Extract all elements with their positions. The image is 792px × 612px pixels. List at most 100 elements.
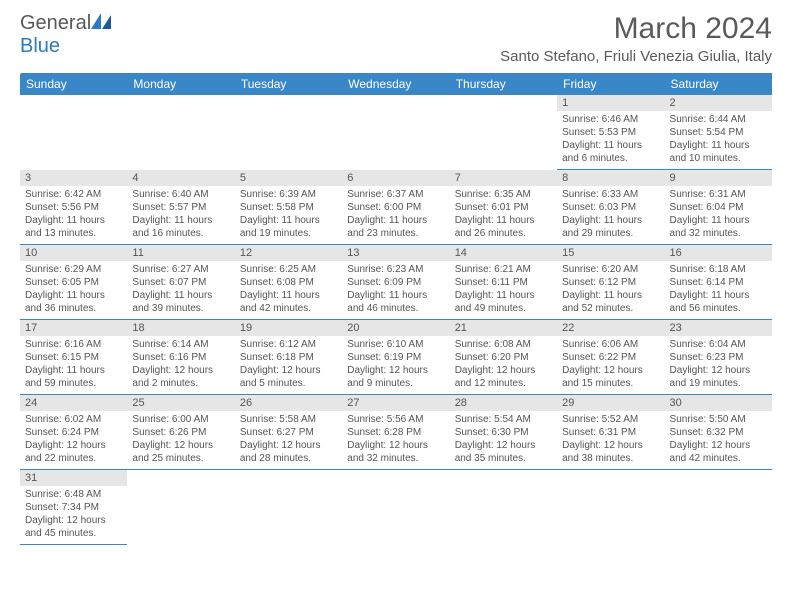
calendar-day-cell: 8Sunrise: 6:33 AMSunset: 6:03 PMDaylight… bbox=[557, 170, 664, 245]
day-details: Sunrise: 6:08 AMSunset: 6:20 PMDaylight:… bbox=[450, 336, 557, 394]
day-details: Sunrise: 6:44 AMSunset: 5:54 PMDaylight:… bbox=[665, 111, 772, 169]
calendar-empty-cell bbox=[450, 95, 557, 170]
calendar-week-row: 24Sunrise: 6:02 AMSunset: 6:24 PMDayligh… bbox=[20, 395, 772, 470]
weekday-header: Wednesday bbox=[342, 73, 449, 95]
day-details: Sunrise: 6:18 AMSunset: 6:14 PMDaylight:… bbox=[665, 261, 772, 319]
day-number: 19 bbox=[235, 320, 342, 336]
sunrise-text: Sunrise: 6:21 AM bbox=[455, 263, 552, 276]
calendar-day-cell: 16Sunrise: 6:18 AMSunset: 6:14 PMDayligh… bbox=[665, 245, 772, 320]
calendar-day-cell: 9Sunrise: 6:31 AMSunset: 6:04 PMDaylight… bbox=[665, 170, 772, 245]
sunrise-text: Sunrise: 5:58 AM bbox=[240, 413, 337, 426]
day-number: 20 bbox=[342, 320, 449, 336]
calendar-empty-cell bbox=[342, 470, 449, 545]
day-details: Sunrise: 6:40 AMSunset: 5:57 PMDaylight:… bbox=[127, 186, 234, 244]
daylight-text: Daylight: 11 hours and 56 minutes. bbox=[670, 289, 767, 315]
logo: GeneralBlue bbox=[20, 12, 113, 58]
sunrise-text: Sunrise: 6:02 AM bbox=[25, 413, 122, 426]
day-details: Sunrise: 6:20 AMSunset: 6:12 PMDaylight:… bbox=[557, 261, 664, 319]
day-number: 22 bbox=[557, 320, 664, 336]
title-block: March 2024 Santo Stefano, Friuli Venezia… bbox=[500, 12, 772, 65]
calendar-day-cell: 17Sunrise: 6:16 AMSunset: 6:15 PMDayligh… bbox=[20, 320, 127, 395]
sunset-text: Sunset: 6:15 PM bbox=[25, 351, 122, 364]
sunset-text: Sunset: 5:58 PM bbox=[240, 201, 337, 214]
day-number: 6 bbox=[342, 170, 449, 186]
sunrise-text: Sunrise: 6:27 AM bbox=[132, 263, 229, 276]
weekday-header: Saturday bbox=[665, 73, 772, 95]
sunset-text: Sunset: 6:27 PM bbox=[240, 426, 337, 439]
calendar-day-cell: 6Sunrise: 6:37 AMSunset: 6:00 PMDaylight… bbox=[342, 170, 449, 245]
sunrise-text: Sunrise: 5:56 AM bbox=[347, 413, 444, 426]
day-details: Sunrise: 6:42 AMSunset: 5:56 PMDaylight:… bbox=[20, 186, 127, 244]
sunset-text: Sunset: 7:34 PM bbox=[25, 501, 122, 514]
day-details: Sunrise: 6:06 AMSunset: 6:22 PMDaylight:… bbox=[557, 336, 664, 394]
daylight-text: Daylight: 11 hours and 36 minutes. bbox=[25, 289, 122, 315]
daylight-text: Daylight: 12 hours and 42 minutes. bbox=[670, 439, 767, 465]
calendar-day-cell: 22Sunrise: 6:06 AMSunset: 6:22 PMDayligh… bbox=[557, 320, 664, 395]
calendar-day-cell: 10Sunrise: 6:29 AMSunset: 6:05 PMDayligh… bbox=[20, 245, 127, 320]
sunrise-text: Sunrise: 6:46 AM bbox=[562, 113, 659, 126]
day-details: Sunrise: 6:00 AMSunset: 6:26 PMDaylight:… bbox=[127, 411, 234, 469]
day-number: 7 bbox=[450, 170, 557, 186]
daylight-text: Daylight: 11 hours and 42 minutes. bbox=[240, 289, 337, 315]
daylight-text: Daylight: 11 hours and 23 minutes. bbox=[347, 214, 444, 240]
month-title: March 2024 bbox=[500, 12, 772, 46]
weekday-header: Thursday bbox=[450, 73, 557, 95]
day-number: 27 bbox=[342, 395, 449, 411]
daylight-text: Daylight: 12 hours and 5 minutes. bbox=[240, 364, 337, 390]
day-number: 13 bbox=[342, 245, 449, 261]
sunset-text: Sunset: 6:03 PM bbox=[562, 201, 659, 214]
day-details: Sunrise: 6:29 AMSunset: 6:05 PMDaylight:… bbox=[20, 261, 127, 319]
day-details: Sunrise: 6:37 AMSunset: 6:00 PMDaylight:… bbox=[342, 186, 449, 244]
sunset-text: Sunset: 6:26 PM bbox=[132, 426, 229, 439]
sunset-text: Sunset: 6:01 PM bbox=[455, 201, 552, 214]
daylight-text: Daylight: 12 hours and 19 minutes. bbox=[670, 364, 767, 390]
day-number: 21 bbox=[450, 320, 557, 336]
sunrise-text: Sunrise: 6:00 AM bbox=[132, 413, 229, 426]
calendar-day-cell: 25Sunrise: 6:00 AMSunset: 6:26 PMDayligh… bbox=[127, 395, 234, 470]
sunset-text: Sunset: 5:57 PM bbox=[132, 201, 229, 214]
sunset-text: Sunset: 6:19 PM bbox=[347, 351, 444, 364]
sunrise-text: Sunrise: 6:06 AM bbox=[562, 338, 659, 351]
day-number: 3 bbox=[20, 170, 127, 186]
calendar-day-cell: 11Sunrise: 6:27 AMSunset: 6:07 PMDayligh… bbox=[127, 245, 234, 320]
day-number: 10 bbox=[20, 245, 127, 261]
day-details: Sunrise: 6:31 AMSunset: 6:04 PMDaylight:… bbox=[665, 186, 772, 244]
sunrise-text: Sunrise: 6:44 AM bbox=[670, 113, 767, 126]
calendar-week-row: 31Sunrise: 6:48 AMSunset: 7:34 PMDayligh… bbox=[20, 470, 772, 545]
calendar-day-cell: 13Sunrise: 6:23 AMSunset: 6:09 PMDayligh… bbox=[342, 245, 449, 320]
daylight-text: Daylight: 11 hours and 52 minutes. bbox=[562, 289, 659, 315]
sunrise-text: Sunrise: 6:29 AM bbox=[25, 263, 122, 276]
daylight-text: Daylight: 11 hours and 29 minutes. bbox=[562, 214, 659, 240]
calendar-day-cell: 26Sunrise: 5:58 AMSunset: 6:27 PMDayligh… bbox=[235, 395, 342, 470]
sunrise-text: Sunrise: 6:10 AM bbox=[347, 338, 444, 351]
day-number: 17 bbox=[20, 320, 127, 336]
sunset-text: Sunset: 6:23 PM bbox=[670, 351, 767, 364]
calendar-day-cell: 28Sunrise: 5:54 AMSunset: 6:30 PMDayligh… bbox=[450, 395, 557, 470]
calendar-empty-cell bbox=[235, 470, 342, 545]
weekday-header: Friday bbox=[557, 73, 664, 95]
day-details: Sunrise: 6:27 AMSunset: 6:07 PMDaylight:… bbox=[127, 261, 234, 319]
daylight-text: Daylight: 12 hours and 38 minutes. bbox=[562, 439, 659, 465]
day-number: 29 bbox=[557, 395, 664, 411]
day-number: 26 bbox=[235, 395, 342, 411]
calendar-day-cell: 27Sunrise: 5:56 AMSunset: 6:28 PMDayligh… bbox=[342, 395, 449, 470]
calendar-empty-cell bbox=[665, 470, 772, 545]
sunrise-text: Sunrise: 6:35 AM bbox=[455, 188, 552, 201]
day-number: 31 bbox=[20, 470, 127, 486]
sunrise-text: Sunrise: 6:37 AM bbox=[347, 188, 444, 201]
calendar-week-row: 3Sunrise: 6:42 AMSunset: 5:56 PMDaylight… bbox=[20, 170, 772, 245]
daylight-text: Daylight: 11 hours and 13 minutes. bbox=[25, 214, 122, 240]
sunset-text: Sunset: 6:08 PM bbox=[240, 276, 337, 289]
daylight-text: Daylight: 12 hours and 25 minutes. bbox=[132, 439, 229, 465]
calendar-day-cell: 4Sunrise: 6:40 AMSunset: 5:57 PMDaylight… bbox=[127, 170, 234, 245]
day-details: Sunrise: 6:25 AMSunset: 6:08 PMDaylight:… bbox=[235, 261, 342, 319]
sunset-text: Sunset: 6:18 PM bbox=[240, 351, 337, 364]
daylight-text: Daylight: 11 hours and 6 minutes. bbox=[562, 139, 659, 165]
day-number: 18 bbox=[127, 320, 234, 336]
weekday-header: Monday bbox=[127, 73, 234, 95]
sunset-text: Sunset: 5:53 PM bbox=[562, 126, 659, 139]
sunset-text: Sunset: 6:22 PM bbox=[562, 351, 659, 364]
sunset-text: Sunset: 6:16 PM bbox=[132, 351, 229, 364]
day-details: Sunrise: 5:58 AMSunset: 6:27 PMDaylight:… bbox=[235, 411, 342, 469]
sunset-text: Sunset: 6:00 PM bbox=[347, 201, 444, 214]
